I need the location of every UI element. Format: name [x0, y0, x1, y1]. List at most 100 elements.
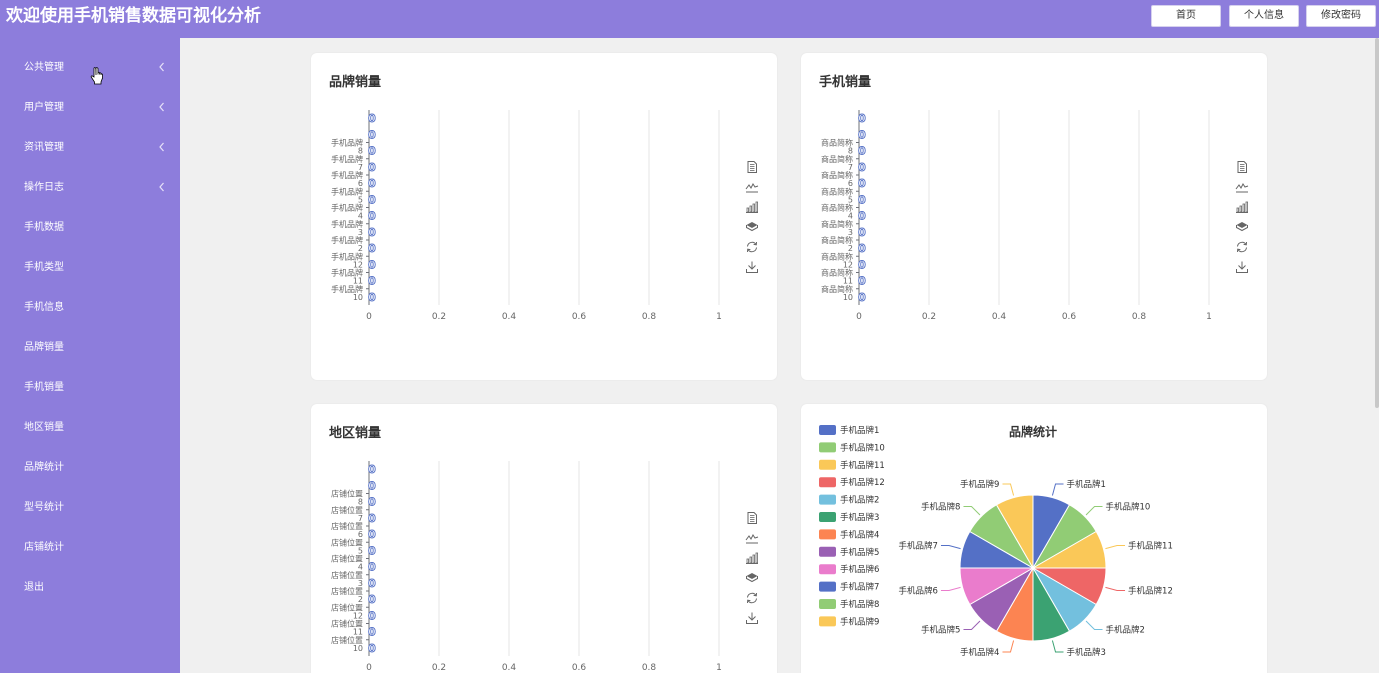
x-tick-label: 0.2 [922, 312, 936, 322]
bar-value-label: 0 [368, 544, 376, 557]
category-label: 店铺位置 3 [331, 570, 363, 588]
stack-icon[interactable] [1235, 220, 1249, 234]
restore-icon[interactable] [1235, 240, 1249, 254]
sidebar-item-4[interactable]: 操作日志 [0, 168, 180, 208]
legend-swatch[interactable] [819, 459, 836, 470]
bar-chart-icon[interactable] [745, 200, 759, 214]
pie-slice-label: 手机品牌3 [1067, 647, 1106, 658]
chevron-left-icon[interactable] [156, 100, 168, 114]
legend-item-label[interactable]: 手机品牌1 [840, 425, 879, 436]
download-icon[interactable] [1235, 260, 1249, 274]
profile-button[interactable]: 个人信息 [1229, 5, 1299, 27]
category-label: 手机品牌 11 [331, 268, 363, 286]
legend-swatch[interactable] [819, 546, 836, 557]
legend-swatch[interactable] [819, 494, 836, 505]
sidebar-item-13[interactable]: 店铺统计 [0, 528, 180, 568]
legend-swatch[interactable] [819, 442, 836, 453]
bar-value-label: 0 [368, 291, 376, 304]
bar-value-label: 0 [368, 242, 376, 255]
sidebar-item-9[interactable]: 手机销量 [0, 368, 180, 408]
chevron-left-icon[interactable] [156, 180, 168, 194]
legend-swatch[interactable] [819, 616, 836, 627]
restore-icon[interactable] [745, 591, 759, 605]
sidebar-item-1[interactable]: 公共管理 [0, 48, 180, 88]
legend-swatch[interactable] [819, 581, 836, 592]
sidebar-item-10[interactable]: 地区销量 [0, 408, 180, 448]
chevron-left-icon[interactable] [156, 140, 168, 154]
line-chart-icon[interactable] [745, 180, 759, 194]
legend-swatch[interactable] [819, 477, 836, 488]
sidebar-item-2[interactable]: 用户管理 [0, 88, 180, 128]
category-label: 商品简称 7 [821, 154, 853, 172]
change-password-button[interactable]: 修改密码 [1306, 5, 1376, 27]
bar-value-label: 0 [368, 626, 376, 639]
sidebar-item-7[interactable]: 手机信息 [0, 288, 180, 328]
x-tick-label: 0.4 [502, 663, 517, 673]
category-label: 手机品牌 10 [331, 284, 363, 302]
legend-swatch[interactable] [819, 564, 836, 575]
home-button[interactable]: 首页 [1151, 5, 1221, 27]
download-icon[interactable] [745, 260, 759, 274]
legend-item-label[interactable]: 手机品牌11 [840, 460, 885, 471]
pie-leader-line [1105, 544, 1126, 550]
legend-swatch[interactable] [819, 425, 836, 435]
legend-item-label[interactable]: 手机品牌3 [840, 512, 879, 523]
bar-value-label: 0 [368, 593, 376, 606]
pie-leader-line [1051, 483, 1064, 496]
bar-value-label: 0 [368, 512, 376, 525]
legend-swatch[interactable] [819, 512, 836, 522]
legend-item-label[interactable]: 手机品牌6 [840, 564, 879, 575]
sidebar-item-14[interactable]: 退出 [0, 568, 180, 608]
region-sales-card: 地区销量 0 0.2 0.4 0.6 0.8 1 0 0 0 0 0 0 0 0 0 0 0 0 店铺位置 10 店铺位… [311, 404, 777, 673]
sidebar-item-3[interactable]: 资讯管理 [0, 128, 180, 168]
pie-leader-line [940, 586, 961, 592]
pointer-cursor-icon [90, 67, 103, 85]
restore-icon[interactable] [745, 240, 759, 254]
pie-slice-label: 手机品牌12 [1128, 586, 1173, 597]
legend-item-label[interactable]: 手机品牌2 [840, 495, 879, 506]
x-tick-label: 0.6 [572, 663, 587, 673]
bar-value-label: 0 [858, 193, 866, 206]
pie-leader-line [963, 505, 981, 516]
legend-swatch[interactable] [819, 529, 836, 540]
bar-chart-icon[interactable] [745, 551, 759, 565]
pie-leader-line [1002, 640, 1015, 653]
data-view-icon[interactable] [1235, 160, 1249, 174]
sidebar-item-6[interactable]: 手机类型 [0, 248, 180, 288]
chevron-left-icon[interactable] [156, 60, 168, 74]
bar-chart-icon[interactable] [1235, 200, 1249, 214]
legend-item-label[interactable]: 手机品牌7 [840, 582, 879, 593]
bar-value-label: 0 [368, 463, 376, 476]
data-view-icon[interactable] [745, 160, 759, 174]
bar-value-label: 0 [368, 177, 376, 190]
sidebar-item-8[interactable]: 品牌销量 [0, 328, 180, 368]
scrollbar[interactable] [1375, 38, 1379, 408]
category-label: 手机品牌 8 [331, 138, 363, 156]
brand-sales-title: 品牌销量 [329, 75, 382, 90]
category-label: 店铺位置 6 [331, 521, 363, 539]
legend-swatch[interactable] [819, 599, 836, 609]
line-chart-icon[interactable] [1235, 180, 1249, 194]
pie-slice-label: 手机品牌2 [1106, 625, 1145, 636]
legend-item-label[interactable]: 手机品牌12 [840, 477, 885, 488]
pie-slice[interactable] [995, 494, 1034, 570]
legend-item-label[interactable]: 手机品牌4 [840, 529, 879, 540]
data-view-icon[interactable] [745, 511, 759, 525]
pie-chart-title: 品牌统计 [1009, 424, 1057, 439]
legend-item-label[interactable]: 手机品牌10 [840, 442, 885, 453]
legend-item-label[interactable]: 手机品牌5 [840, 547, 879, 558]
sidebar-item-11[interactable]: 品牌统计 [0, 448, 180, 488]
category-label: 商品简称 8 [821, 138, 853, 156]
download-icon[interactable] [745, 611, 759, 625]
bar-value-label: 0 [858, 210, 866, 223]
legend-item-label[interactable]: 手机品牌9 [840, 616, 879, 627]
legend-item-label[interactable]: 手机品牌8 [840, 599, 879, 610]
line-chart-icon[interactable] [745, 531, 759, 545]
category-label: 店铺位置 11 [331, 619, 363, 637]
stack-icon[interactable] [745, 571, 759, 585]
pie-slice-label: 手机品牌7 [899, 540, 938, 551]
sidebar-item-12[interactable]: 型号统计 [0, 488, 180, 528]
sidebar-item-label: 品牌销量 [24, 342, 64, 353]
sidebar-item-5[interactable]: 手机数据 [0, 208, 180, 248]
stack-icon[interactable] [745, 220, 759, 234]
